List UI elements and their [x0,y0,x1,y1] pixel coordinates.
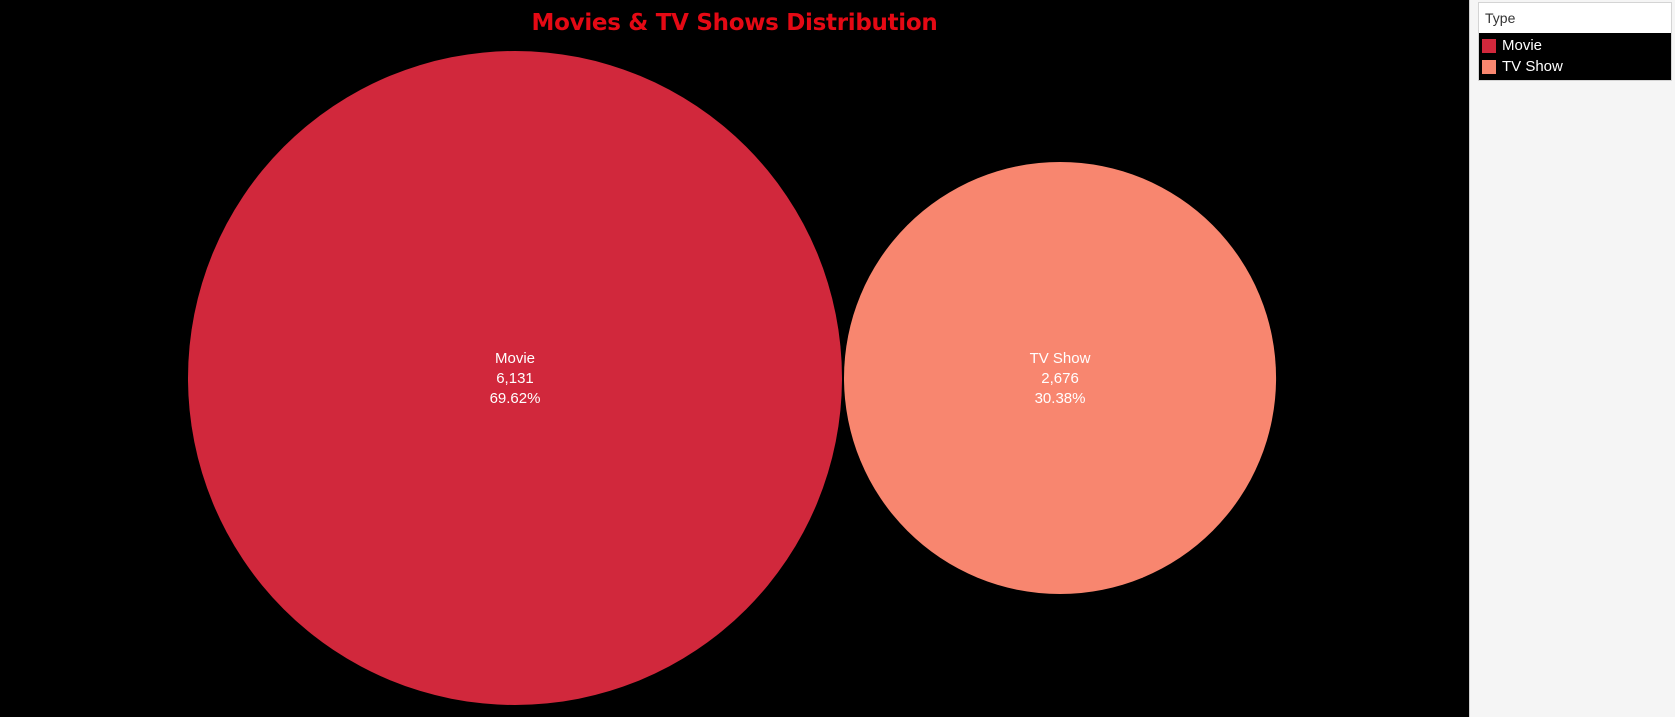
bubble-value-movie: 6,131 [496,370,534,387]
bubble-value-tv-show: 2,676 [1041,370,1079,387]
bubble-percent-movie: 69.62% [490,390,541,407]
bubble-circle-movie[interactable] [188,51,842,705]
bubble-chart: Movie 6,131 69.62% TV Show 2,676 30.38% [188,51,1277,705]
legend-item-movie[interactable]: Movie [1479,35,1671,56]
bubble-label-movie: Movie [495,350,535,367]
chart-area: Movies & TV Shows Distribution Movie 6,13… [0,0,1469,717]
legend-title: Type [1485,10,1516,26]
legend-items: Movie TV Show [1479,33,1671,80]
legend-label-tv-show: TV Show [1502,58,1563,75]
legend-swatch-movie [1482,38,1496,53]
bubble-circle-tv-show[interactable] [844,161,1277,595]
chart-title: Movies & TV Shows Distribution [531,10,938,36]
legend[interactable]: Type Movie TV Show [1478,2,1672,81]
bubble-tv-show[interactable]: TV Show 2,676 30.38% [844,161,1277,595]
bubble-label-tv-show: TV Show [1030,350,1091,367]
bubble-movie[interactable]: Movie 6,131 69.62% [188,51,842,705]
side-panel: Type Movie TV Show [1469,0,1675,717]
legend-swatch-tv-show [1482,59,1496,74]
legend-item-tv-show[interactable]: TV Show [1479,56,1671,77]
bubble-percent-tv-show: 30.38% [1035,390,1086,407]
legend-label-movie: Movie [1502,37,1543,54]
